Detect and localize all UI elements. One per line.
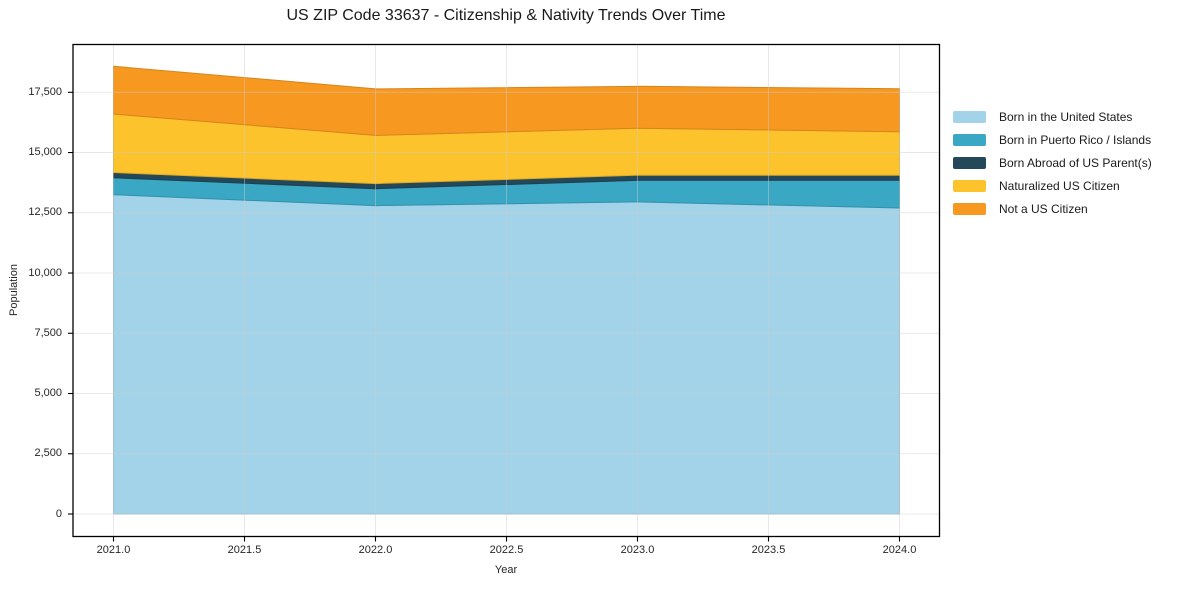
x-tick-label: 2023.5 — [751, 544, 786, 556]
chart-title: US ZIP Code 33637 - Citizenship & Nativi… — [286, 7, 726, 24]
x-tick-label: 2022.5 — [489, 544, 524, 556]
y-tick-label: 12,500 — [28, 206, 62, 219]
y-tick-label: 10,000 — [28, 266, 62, 279]
x-tick-label: 2023.0 — [620, 544, 655, 556]
legend-swatch — [953, 156, 986, 169]
legend-item-2: Born Abroad of US Parent(s) — [953, 151, 1152, 174]
legend-label: Born in Puerto Rico / Islands — [999, 132, 1152, 147]
x-tick-label: 2021.5 — [227, 544, 262, 556]
legend-label: Born Abroad of US Parent(s) — [999, 155, 1152, 170]
legend-label: Naturalized US Citizen — [999, 178, 1120, 193]
y-tick-label: 15,000 — [28, 146, 62, 159]
x-axis-label: Year — [494, 564, 518, 576]
legend: Born in the United States Born in Puerto … — [953, 105, 1152, 220]
y-axis-label: Population — [8, 264, 20, 316]
legend-item-0: Born in the United States — [953, 105, 1152, 128]
legend-swatch — [953, 133, 986, 146]
y-tick-label: 7,500 — [34, 326, 62, 339]
x-tick-label: 2022.0 — [358, 544, 393, 556]
legend-swatch — [953, 202, 986, 215]
legend-item-3: Naturalized US Citizen — [953, 174, 1152, 197]
y-tick-label: 17,500 — [28, 85, 62, 98]
legend-swatch — [953, 179, 986, 192]
area-series-4 — [113, 65, 900, 136]
y-tick-label: 0 — [55, 507, 62, 520]
x-tick-label: 2021.0 — [96, 544, 131, 556]
legend-label: Born in the United States — [999, 109, 1133, 124]
legend-item-4: Not a US Citizen — [953, 197, 1152, 220]
legend-swatch — [953, 110, 986, 123]
x-tick-label: 2024.0 — [882, 544, 917, 556]
legend-item-1: Born in Puerto Rico / Islands — [953, 128, 1152, 151]
y-tick-label: 5,000 — [34, 387, 62, 399]
y-tick-label: 2,500 — [34, 447, 62, 460]
legend-label: Not a US Citizen — [999, 201, 1088, 216]
